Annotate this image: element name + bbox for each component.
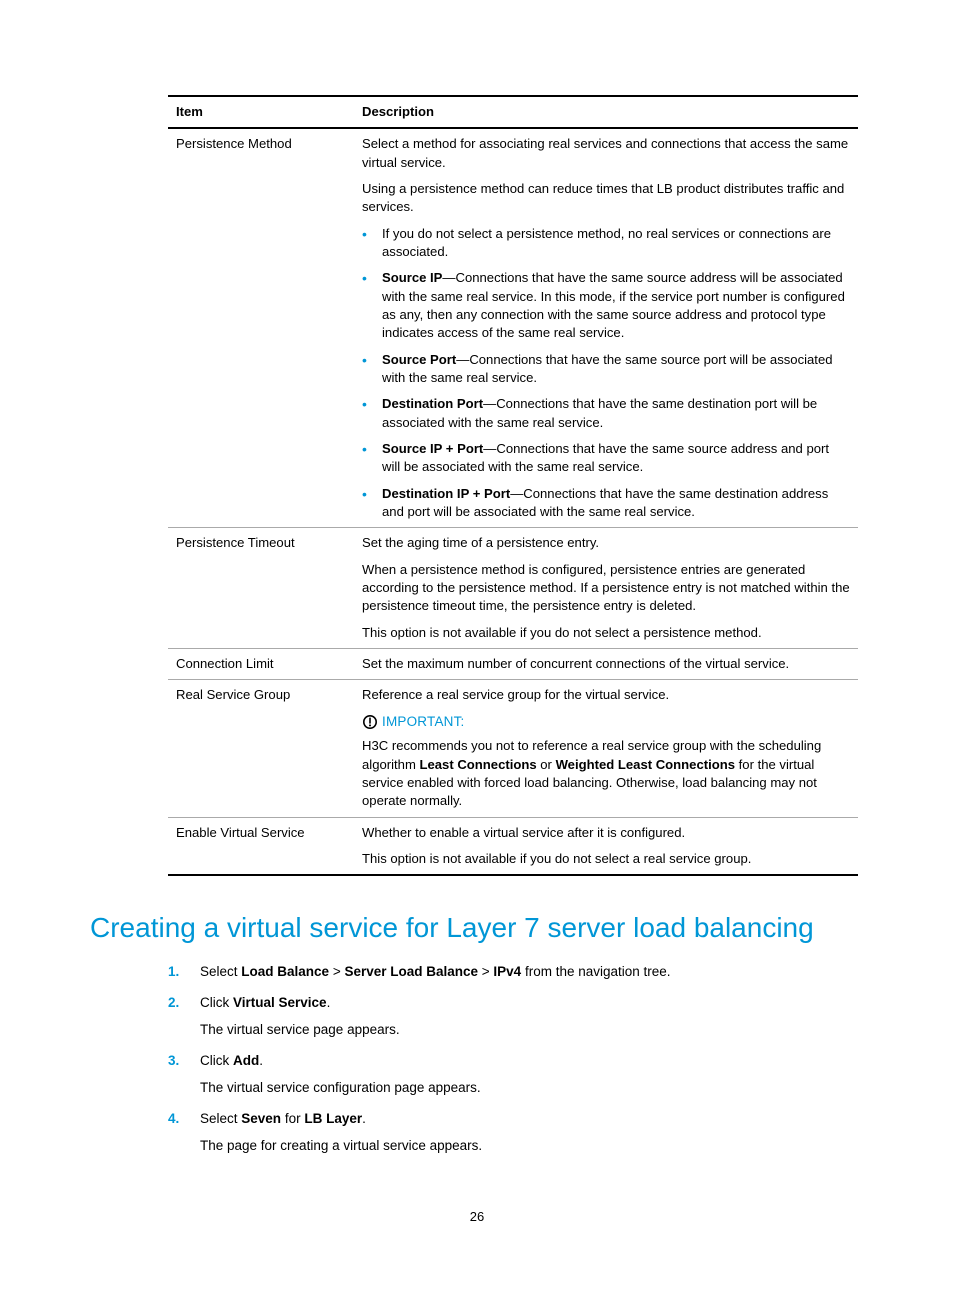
text: Click	[200, 995, 233, 1010]
list-text: If you do not select a persistence metho…	[382, 226, 831, 259]
paragraph: Reference a real service group for the v…	[362, 686, 850, 704]
step-result: The page for creating a virtual service …	[200, 1136, 858, 1157]
text: from the navigation tree.	[521, 964, 670, 979]
paragraph: This option is not available if you do n…	[362, 624, 850, 642]
table-row: Persistence Method Select a method for a…	[168, 128, 858, 527]
item-label: Persistence Timeout	[168, 528, 354, 649]
paragraph: Select a method for associating real ser…	[362, 135, 850, 172]
bold-text: Virtual Service	[233, 995, 327, 1010]
table-row: Connection Limit Set the maximum number …	[168, 648, 858, 679]
table-header-row: Item Description	[168, 96, 858, 128]
header-description: Description	[354, 96, 858, 128]
step-result: The virtual service configuration page a…	[200, 1078, 858, 1099]
text: .	[259, 1053, 263, 1068]
bold-text: LB Layer	[304, 1111, 362, 1126]
step-item: Click Virtual Service. The virtual servi…	[168, 993, 858, 1051]
item-description: Whether to enable a virtual service afte…	[354, 817, 858, 875]
text: Select	[200, 964, 241, 979]
table-row: Real Service Group Reference a real serv…	[168, 680, 858, 818]
bold-text: Seven	[241, 1111, 281, 1126]
bold-text: Load Balance	[241, 964, 329, 979]
list-label: Destination Port	[382, 396, 483, 411]
text: Click	[200, 1053, 233, 1068]
list-label: Source Port	[382, 352, 456, 367]
bold-text: IPv4	[493, 964, 521, 979]
paragraph: Set the aging time of a persistence entr…	[362, 534, 850, 552]
item-label: Persistence Method	[168, 128, 354, 527]
item-label: Enable Virtual Service	[168, 817, 354, 875]
list-item: Destination IP + Port—Connections that h…	[376, 485, 850, 522]
bold-text: Weighted Least Connections	[556, 757, 735, 772]
paragraph: This option is not available if you do n…	[362, 850, 850, 868]
list-item: If you do not select a persistence metho…	[376, 225, 850, 262]
step-result: The virtual service page appears.	[200, 1020, 858, 1041]
list-label: Source IP	[382, 270, 442, 285]
steps-list: Select Load Balance > Server Load Balanc…	[168, 962, 858, 1166]
item-description: Reference a real service group for the v…	[354, 680, 858, 818]
list-item: Destination Port—Connections that have t…	[376, 395, 850, 432]
document-page: Item Description Persistence Method Sele…	[0, 0, 954, 1296]
paragraph: Set the maximum number of concurrent con…	[362, 655, 850, 673]
header-item: Item	[168, 96, 354, 128]
step-item: Select Load Balance > Server Load Balanc…	[168, 962, 858, 993]
list-text: —Connections that have the same source a…	[382, 270, 845, 340]
list-label: Source IP + Port	[382, 441, 483, 456]
item-label: Connection Limit	[168, 648, 354, 679]
item-description: Set the maximum number of concurrent con…	[354, 648, 858, 679]
paragraph: Whether to enable a virtual service afte…	[362, 824, 850, 842]
step-item: Click Add. The virtual service configura…	[168, 1051, 858, 1109]
bold-text: Least Connections	[420, 757, 537, 772]
step-item: Select Seven for LB Layer. The page for …	[168, 1109, 858, 1167]
table-row: Enable Virtual Service Whether to enable…	[168, 817, 858, 875]
list-item: Source Port—Connections that have the sa…	[376, 351, 850, 388]
important-callout: IMPORTANT:	[362, 713, 850, 732]
config-table: Item Description Persistence Method Sele…	[168, 95, 858, 876]
section-heading: Creating a virtual service for Layer 7 s…	[90, 912, 858, 944]
text: >	[329, 964, 344, 979]
page-number: 26	[0, 1209, 954, 1224]
item-description: Select a method for associating real ser…	[354, 128, 858, 527]
paragraph: Using a persistence method can reduce ti…	[362, 180, 850, 217]
important-icon	[362, 714, 378, 730]
bold-text: Add	[233, 1053, 259, 1068]
bold-text: Server Load Balance	[344, 964, 478, 979]
important-label: IMPORTANT:	[382, 713, 465, 732]
list-label: Destination IP + Port	[382, 486, 510, 501]
list-item: Source IP + Port—Connections that have t…	[376, 440, 850, 477]
text: .	[327, 995, 331, 1010]
bullet-list: If you do not select a persistence metho…	[362, 225, 850, 522]
text: >	[478, 964, 493, 979]
item-label: Real Service Group	[168, 680, 354, 818]
item-description: Set the aging time of a persistence entr…	[354, 528, 858, 649]
text: or	[537, 757, 556, 772]
table-row: Persistence Timeout Set the aging time o…	[168, 528, 858, 649]
text: Select	[200, 1111, 241, 1126]
text: for	[281, 1111, 304, 1126]
paragraph: When a persistence method is configured,…	[362, 561, 850, 616]
text: .	[362, 1111, 366, 1126]
paragraph: H3C recommends you not to reference a re…	[362, 737, 850, 810]
list-item: Source IP—Connections that have the same…	[376, 269, 850, 342]
